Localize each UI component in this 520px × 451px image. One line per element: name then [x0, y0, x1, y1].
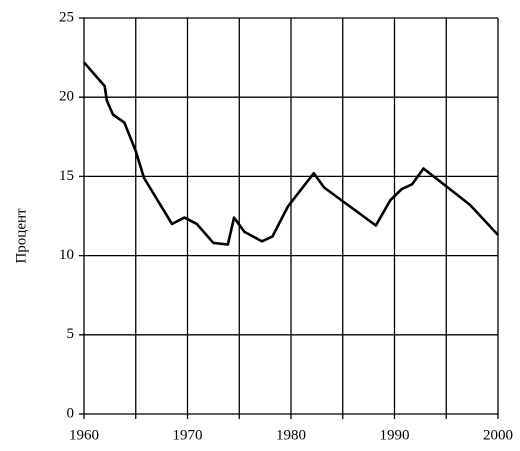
x-tick-label: 1980: [276, 427, 306, 443]
x-tick-label: 2000: [483, 427, 513, 443]
y-axis-label: Процент: [13, 208, 29, 264]
x-tick-label: 1970: [173, 427, 203, 443]
y-tick-label: 20: [59, 89, 74, 105]
y-tick-label: 10: [59, 247, 74, 263]
x-tick-label: 1990: [380, 427, 410, 443]
y-tick-label: 25: [59, 9, 74, 25]
y-tick-label: 0: [67, 405, 75, 421]
y-tick-label: 5: [67, 326, 75, 342]
y-tick-label: 15: [59, 168, 74, 184]
x-tick-label: 1960: [69, 427, 99, 443]
data-line: [83, 61, 499, 246]
